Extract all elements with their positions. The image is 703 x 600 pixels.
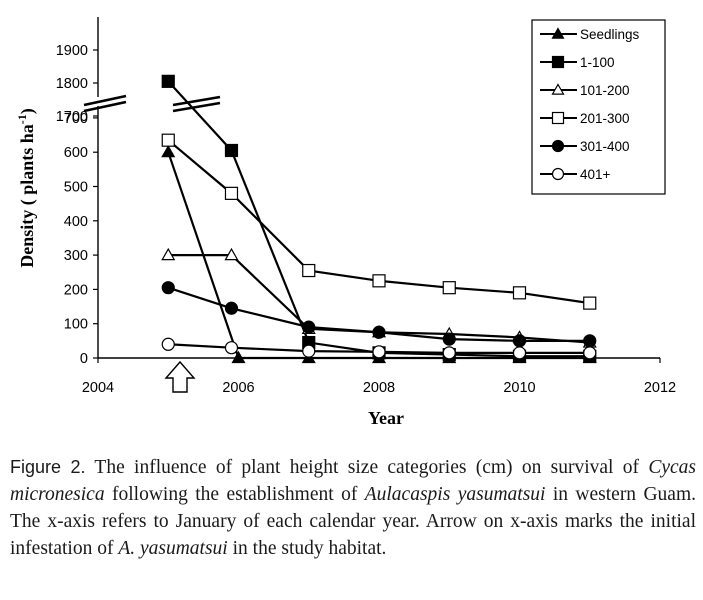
legend: Seedlings 1-100 101-200 201-300 301-400 401+: [531, 19, 666, 195]
data-point: [161, 337, 175, 351]
data-point: [224, 301, 239, 315]
data-point: [302, 320, 316, 334]
y-tick-label: 600: [64, 145, 88, 161]
y-tick-label: 1800: [56, 76, 88, 92]
x-tick-label: 2012: [644, 380, 676, 396]
y-axis-label: Density ( plants ha-1): [15, 108, 38, 268]
legend-label: 1-100: [580, 55, 615, 70]
y-axis-label-sup: -1: [15, 114, 29, 124]
data-point: [224, 341, 239, 355]
legend-marker: [551, 55, 565, 69]
series-201-300: [161, 133, 597, 310]
data-point: [583, 334, 597, 348]
y-tick-label: 100: [64, 317, 88, 333]
caption-species: Cycas micronesica: [10, 457, 696, 505]
data-point: [161, 247, 176, 261]
caption-pest-abbrev: A. yasumatsui: [118, 538, 228, 559]
data-point: [302, 263, 316, 278]
data-point: [442, 332, 456, 346]
legend-label: 201-300: [580, 111, 630, 126]
data-point: [302, 344, 316, 358]
series-401-: [161, 337, 597, 360]
y-axis-label-main: Density ( plants ha: [17, 124, 38, 268]
legend-label: Seedlings: [580, 27, 640, 42]
data-point: [512, 346, 527, 360]
data-point: [442, 346, 456, 360]
series-1-100: [161, 74, 597, 363]
data-point: [442, 281, 456, 295]
y-tick-label: 200: [64, 282, 88, 298]
data-point: [372, 274, 386, 288]
data-point: [583, 346, 597, 360]
data-point: [224, 247, 239, 261]
caption-pest: Aulacaspis yasumatsui: [364, 484, 546, 505]
data-point: [512, 334, 527, 348]
caption-text-2: following the establishment of: [104, 484, 365, 505]
data-point: [161, 144, 176, 158]
figure-label: Figure 2.: [10, 457, 86, 477]
legend-marker: [551, 27, 565, 39]
x-tick-label: 2008: [363, 380, 395, 396]
data-point: [231, 350, 246, 364]
infestation-arrow: [164, 360, 196, 393]
x-tick-label: 2004: [82, 380, 114, 396]
axis-break-mark: [83, 100, 127, 113]
legend-label: 101-200: [580, 83, 630, 98]
data-point: [372, 325, 386, 339]
y-tick-label: 1700: [56, 109, 88, 125]
x-axis-label: Year: [368, 408, 404, 428]
legend-marker: [551, 139, 565, 153]
data-point: [512, 286, 527, 300]
legend-label: 301-400: [580, 139, 630, 154]
data-point: [372, 345, 386, 359]
caption-text-1: The influence of plant height size categ…: [85, 457, 649, 478]
legend-marker: [551, 167, 565, 181]
legend-marker: [551, 111, 565, 125]
data-point: [224, 143, 239, 158]
axis-break-mark: [172, 95, 221, 107]
series-301-400: [161, 281, 597, 348]
caption-text-3: in western Guam. The x-axis refers to Ja…: [10, 484, 696, 559]
series-line: [167, 80, 590, 358]
x-tick-label: 2006: [222, 380, 254, 396]
data-point: [161, 281, 175, 295]
y-axis-label-close: ): [17, 108, 38, 114]
y-tick-label: 300: [64, 248, 88, 264]
legend-box: [531, 19, 666, 195]
axis-break-mark: [83, 94, 127, 107]
y-tick-label: 500: [64, 180, 88, 196]
axis-break-mark: [172, 101, 221, 113]
data-point: [161, 133, 175, 147]
y-tick-label: 1900: [56, 43, 88, 59]
data-point: [224, 186, 239, 200]
caption-text-4: in the study habitat.: [227, 538, 387, 559]
figure-caption: Figure 2. The influence of plant height …: [10, 454, 696, 562]
data-point: [161, 74, 175, 88]
y-tick-label: 400: [64, 214, 88, 230]
x-tick-label: 2010: [503, 380, 535, 396]
y-tick-label: 0: [80, 351, 88, 367]
y-tick-label: 700: [64, 111, 88, 127]
legend-label: 401+: [580, 167, 611, 182]
data-point: [583, 296, 597, 310]
legend-marker: [551, 83, 565, 95]
